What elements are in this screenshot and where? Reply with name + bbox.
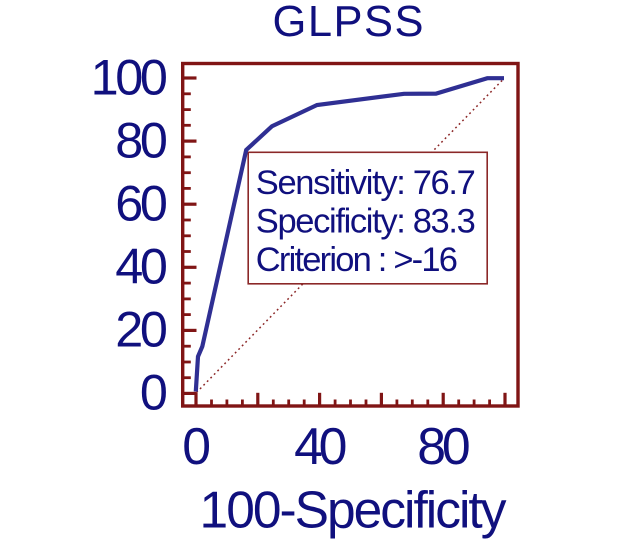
svg-text:60: 60 xyxy=(115,175,167,232)
svg-text:40: 40 xyxy=(294,417,346,475)
svg-text:Specificity: 83.3: Specificity: 83.3 xyxy=(256,203,475,241)
svg-text:0: 0 xyxy=(182,417,209,475)
svg-text:GLPSS: GLPSS xyxy=(273,0,426,46)
svg-text:40: 40 xyxy=(115,238,167,295)
svg-text:100-Specificity: 100-Specificity xyxy=(200,481,507,539)
svg-text:100: 100 xyxy=(91,48,167,105)
svg-text:Criterion : >-16: Criterion : >-16 xyxy=(256,241,457,279)
svg-text:0: 0 xyxy=(140,364,167,421)
svg-text:80: 80 xyxy=(417,417,469,475)
svg-text:20: 20 xyxy=(115,301,167,358)
svg-text:80: 80 xyxy=(115,111,167,168)
svg-text:Sensitivity: 76.7: Sensitivity: 76.7 xyxy=(256,164,475,202)
